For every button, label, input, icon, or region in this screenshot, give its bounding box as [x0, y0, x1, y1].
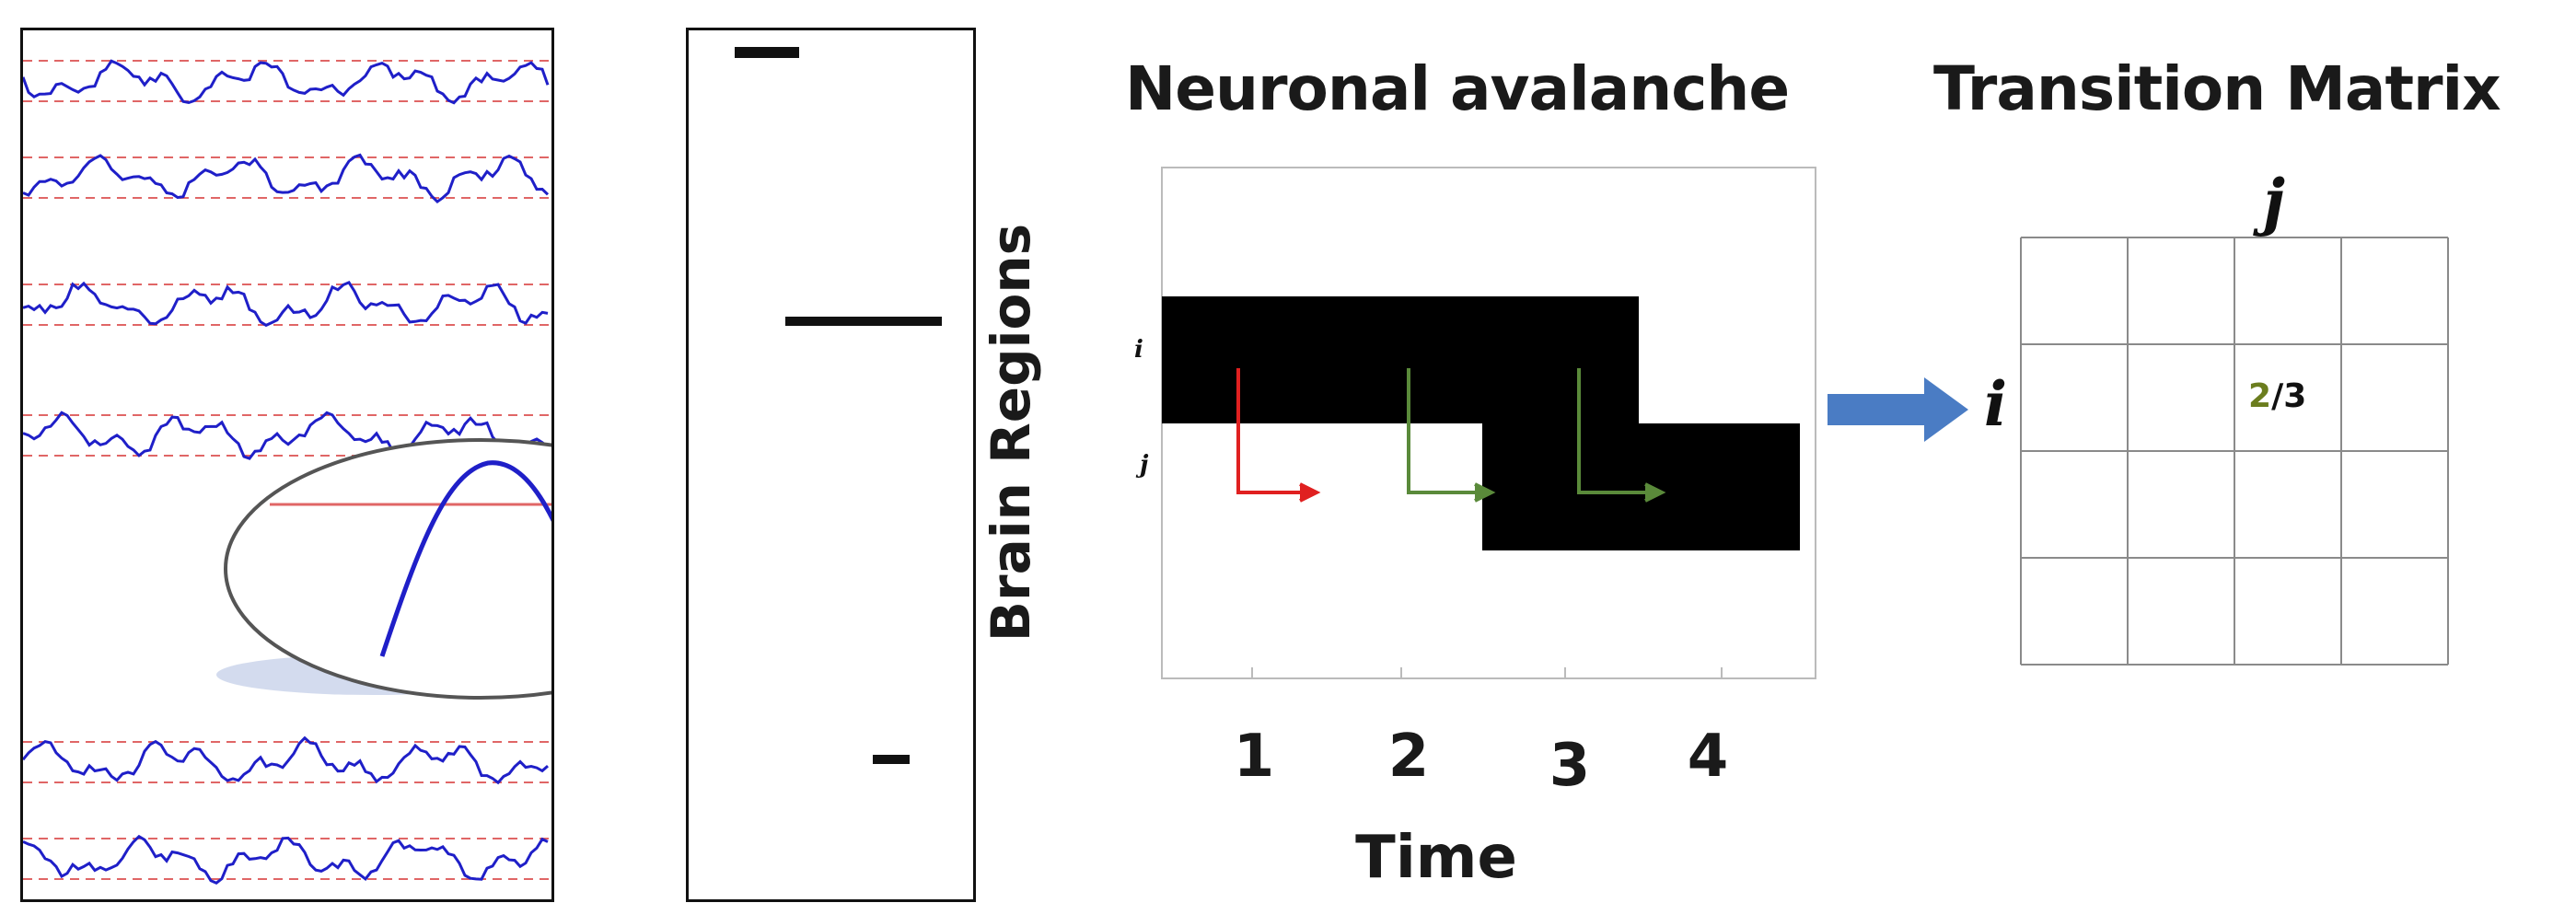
event-bars-panel [686, 28, 976, 902]
x-tick-2: 2 [1387, 723, 1430, 791]
signal-trace [21, 735, 549, 785]
signal-trace [22, 153, 550, 204]
signal-trace [22, 834, 549, 886]
transition-arrow-red [1236, 368, 1321, 503]
cell-denominator: 3 [2283, 377, 2307, 415]
signal-traces [21, 59, 551, 886]
x-tick-3: 3 [1549, 732, 1591, 800]
x-tick-1: 1 [1233, 723, 1275, 791]
event-bars-svg [735, 47, 942, 764]
x-axis-label: Time [1355, 824, 1517, 892]
row-label-j: j [1140, 451, 1149, 479]
transition-matrix-grid [2020, 237, 2449, 666]
transition-arrow-green-1 [1407, 368, 1496, 503]
matrix-title: Transition Matrix [1933, 53, 2501, 124]
signal-trace [22, 411, 549, 462]
transition-arrow-green-2 [1577, 368, 1666, 503]
avalanche-active-region [1162, 296, 1800, 550]
matrix-col-label: j [2263, 166, 2285, 237]
avalanche-title: Neuronal avalanche [1125, 53, 1790, 124]
row-label-i: i [1134, 336, 1143, 364]
highlight-cell-value: 2/3 [2248, 377, 2306, 415]
signal-trace [21, 59, 550, 105]
cell-numerator: 2 [2248, 377, 2272, 415]
cell-separator: / [2271, 377, 2284, 415]
big-arrow-icon [1828, 377, 1968, 442]
matrix-row-label: i [1984, 368, 2008, 440]
x-tick-4: 4 [1687, 723, 1729, 791]
y-axis-label: Brain Regions [980, 223, 1042, 643]
avalanche-ticks [1251, 667, 1723, 678]
signal-trace [22, 281, 549, 328]
